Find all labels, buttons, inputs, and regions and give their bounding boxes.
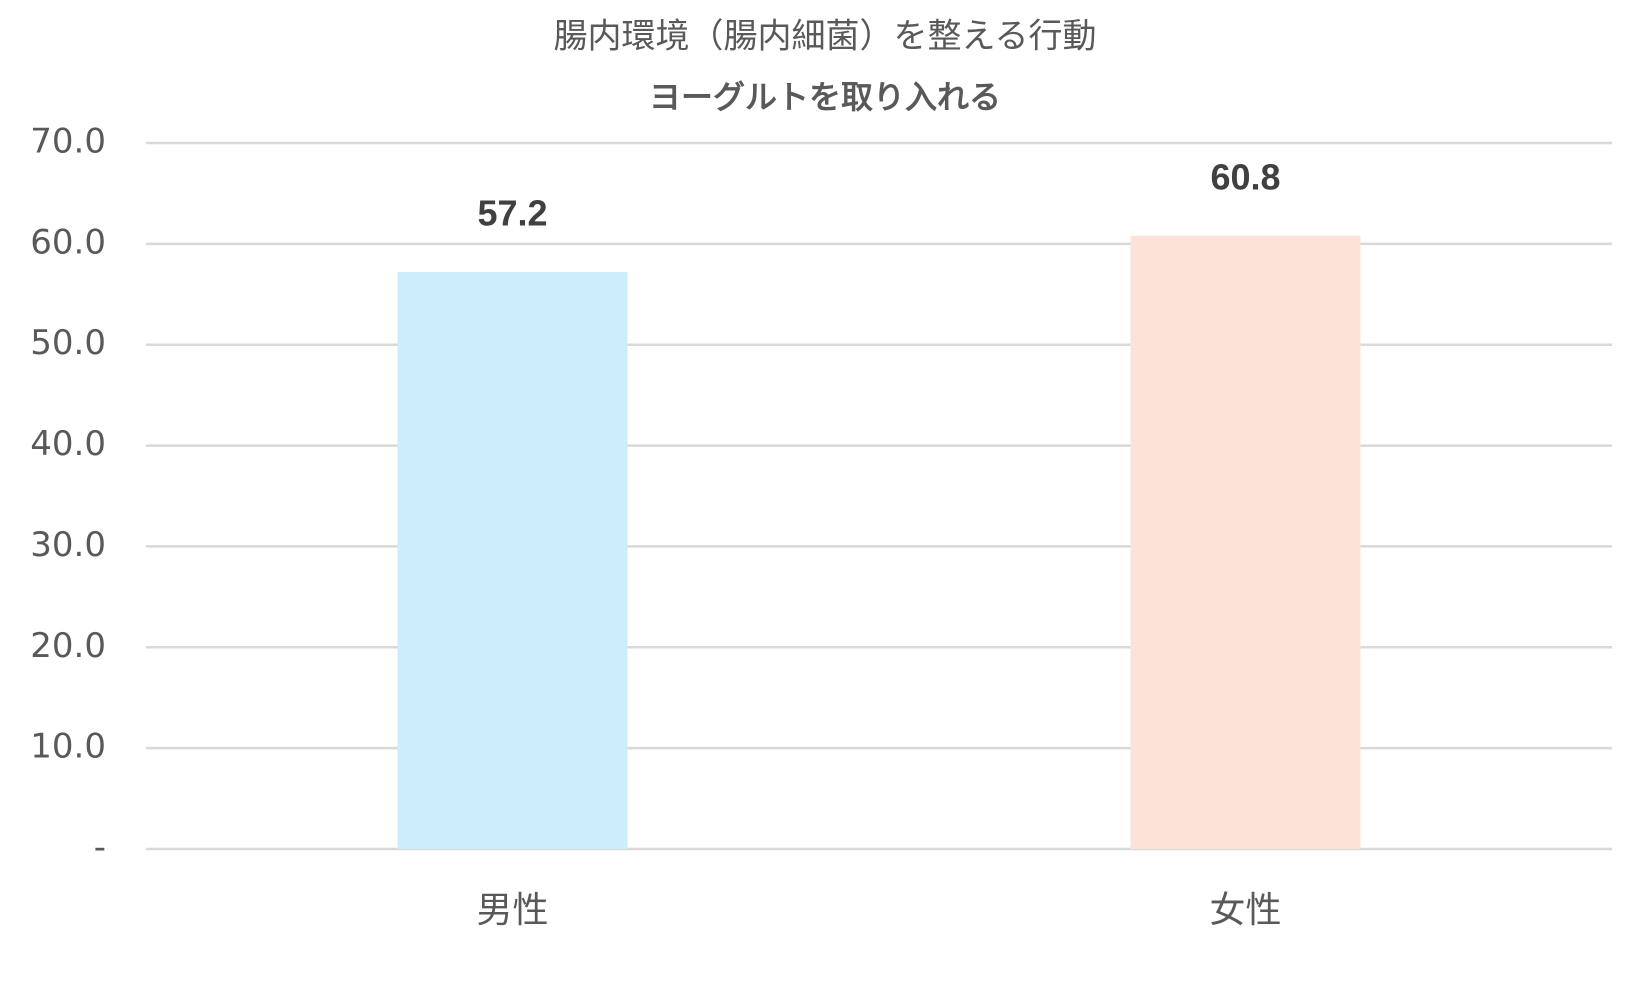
y-tick-label: 30.0	[30, 525, 106, 565]
bar	[1130, 235, 1361, 849]
y-tick-label: -	[94, 828, 106, 868]
value-label: 57.2	[477, 193, 547, 234]
bar	[397, 272, 628, 849]
y-tick-label: 20.0	[30, 626, 106, 666]
x-tick-label: 女性	[1209, 890, 1281, 931]
y-tick-label: 50.0	[30, 323, 106, 363]
y-tick-label: 70.0	[30, 122, 106, 162]
y-tick-label: 40.0	[30, 424, 106, 464]
chart-title: 腸内環境（腸内細菌）を整える行動	[554, 17, 1097, 57]
x-tick-label: 男性	[476, 890, 548, 931]
y-tick-label: 60.0	[30, 222, 106, 262]
value-label: 60.8	[1210, 156, 1280, 197]
chart-subtitle: ヨーグルトを取り入れる	[649, 78, 1001, 116]
y-tick-label: 10.0	[30, 727, 106, 767]
